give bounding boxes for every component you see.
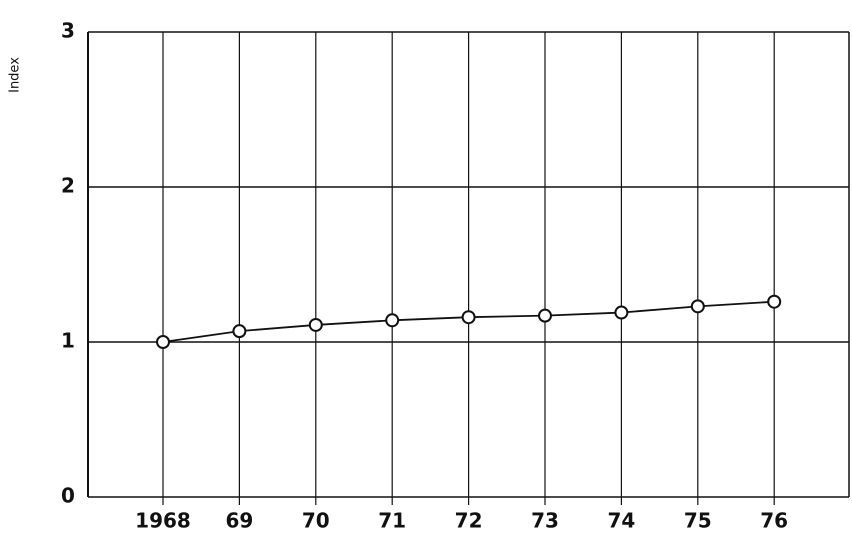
y-tick-label: 1 [61,329,75,353]
data-point [767,294,782,309]
x-tick-label: 1968 [135,509,191,533]
data-point [461,310,476,325]
y-tick-label: 2 [61,174,75,198]
data-point [156,335,170,349]
x-tick-label: 74 [607,509,635,533]
data-point [538,308,552,323]
y-tick-label: 3 [61,19,75,43]
data-point [385,313,400,328]
x-tick-label: 69 [225,509,253,533]
x-tick-label: 76 [760,509,788,533]
x-tick-label: 72 [455,509,483,533]
x-tick-label: 73 [531,509,559,533]
y-axis-title: Index [8,57,23,93]
data-point [690,299,705,314]
data-point [308,317,323,332]
data-point [232,324,247,339]
data-point [614,305,629,320]
x-tick-label: 71 [378,509,406,533]
x-tick-label: 75 [684,509,712,533]
y-tick-label: 0 [61,484,75,508]
x-tick-label: 70 [302,509,330,533]
